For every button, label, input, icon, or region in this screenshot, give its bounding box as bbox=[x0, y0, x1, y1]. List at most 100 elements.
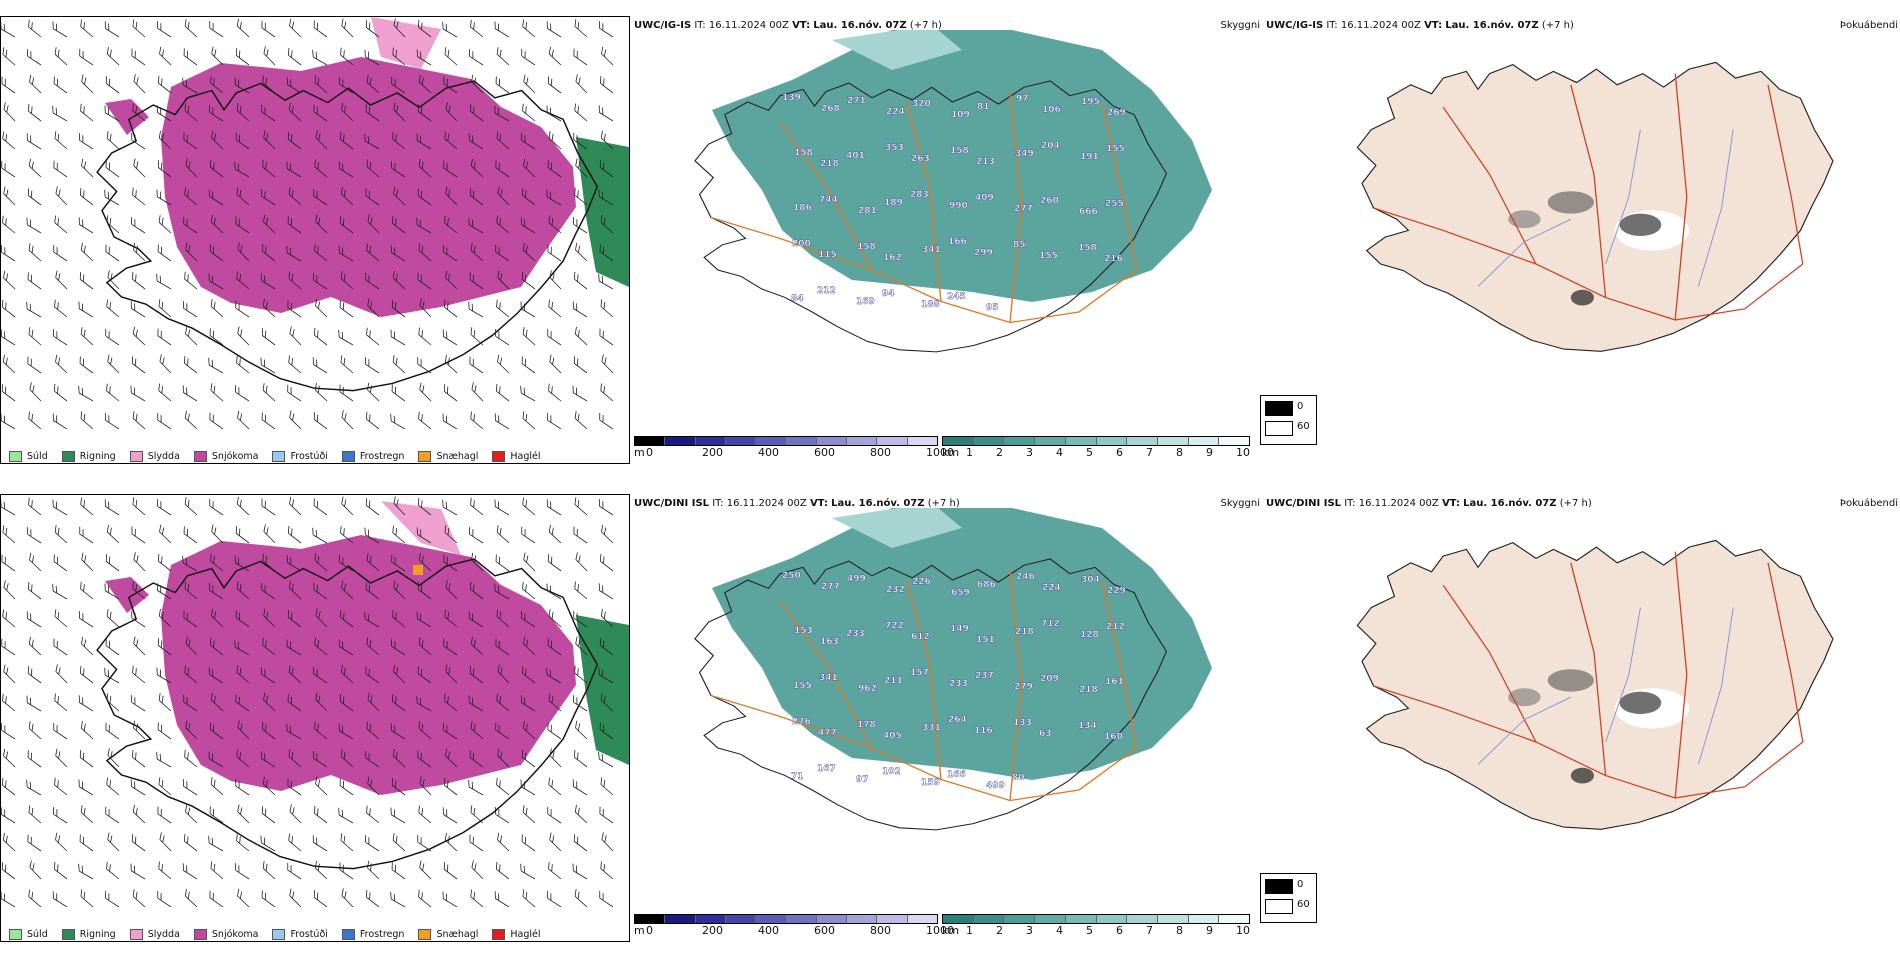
wind-barb bbox=[131, 526, 146, 544]
wind-barb bbox=[470, 805, 484, 824]
snow-pellet-area bbox=[413, 565, 423, 575]
wind-barb bbox=[106, 693, 120, 712]
wind-barb bbox=[29, 860, 42, 880]
wind-barb bbox=[367, 692, 380, 712]
wind-barb bbox=[599, 722, 614, 740]
wind-barb bbox=[28, 721, 42, 740]
sleet-area bbox=[381, 501, 461, 555]
land bbox=[1356, 539, 1834, 830]
wind-barb bbox=[184, 497, 198, 516]
legend-label: Súld bbox=[27, 928, 48, 940]
colorbar-tick: 0 bbox=[646, 446, 653, 459]
wind-barb bbox=[573, 217, 588, 234]
wind-barb bbox=[53, 638, 68, 656]
wind-barb bbox=[365, 835, 380, 852]
wind-barb bbox=[419, 382, 432, 402]
colorbar-tick: 200 bbox=[702, 446, 723, 459]
wind-barb bbox=[416, 217, 432, 234]
wind-barb bbox=[443, 160, 458, 178]
wind-barb bbox=[211, 130, 224, 150]
wind-barb bbox=[159, 832, 172, 852]
wind-barb bbox=[495, 554, 510, 572]
wind-barb bbox=[522, 581, 536, 600]
colorbar-unit: m bbox=[634, 446, 645, 459]
wind-barb bbox=[601, 832, 614, 852]
model-name: UWC/IG-IS bbox=[634, 20, 692, 31]
wind-barb bbox=[81, 552, 94, 572]
wind-barb bbox=[130, 863, 146, 880]
legend-swatch bbox=[193, 450, 207, 462]
wind-barb bbox=[365, 411, 380, 429]
wind-barb bbox=[549, 354, 562, 374]
wind-barb bbox=[365, 582, 380, 600]
wind-barb bbox=[469, 356, 484, 374]
fog-key-swatch bbox=[1265, 899, 1293, 914]
cloud-height-label: 224 bbox=[886, 107, 905, 117]
legend-label: Rigning bbox=[79, 928, 116, 940]
wind-barb bbox=[520, 863, 536, 880]
wind-barb bbox=[574, 19, 588, 38]
cloud-height-label: 158 bbox=[950, 146, 969, 156]
wind-barb bbox=[367, 382, 380, 402]
cloud-height-label: 246 bbox=[1016, 572, 1035, 582]
wind-barb bbox=[341, 888, 354, 907]
wind-barb bbox=[367, 298, 380, 318]
wind-barb bbox=[261, 498, 276, 516]
wind-barb bbox=[79, 356, 94, 374]
forecast-row: UWC/IG-IS IT: 16.11.2024 00Z VT: Lau. 16… bbox=[0, 0, 1900, 475]
cloud-height-label: 188 bbox=[921, 300, 940, 310]
wind-barb bbox=[29, 382, 42, 402]
legend-label: Frostúði bbox=[290, 450, 328, 462]
wind-barb bbox=[573, 749, 588, 768]
wind-barb bbox=[183, 355, 198, 374]
wind-barb bbox=[468, 779, 484, 796]
wind-barb bbox=[520, 695, 536, 712]
wind-barb bbox=[471, 860, 484, 880]
wind-barb bbox=[182, 385, 198, 402]
wind-barb bbox=[157, 806, 172, 824]
wind-barb bbox=[599, 638, 614, 656]
wind-barb bbox=[288, 749, 302, 768]
wind-barb bbox=[209, 722, 224, 740]
cloud-height-label: 233 bbox=[949, 679, 968, 689]
cloud-height-label: 304 bbox=[1081, 575, 1100, 585]
cloud-height-label: 166 bbox=[947, 770, 966, 780]
wind-barb bbox=[443, 723, 458, 740]
wind-barb bbox=[3, 748, 16, 768]
colorbar-tick: 4 bbox=[1056, 446, 1063, 459]
cloud-height-label: 158 bbox=[857, 242, 876, 252]
wind-barb bbox=[575, 552, 588, 572]
wind-barb bbox=[523, 158, 536, 178]
wind-barb bbox=[286, 161, 302, 178]
colorbar-tick: 600 bbox=[814, 446, 835, 459]
wind-barb bbox=[261, 20, 276, 38]
wind-barb bbox=[28, 805, 42, 824]
road-network bbox=[710, 569, 1138, 802]
cloud-height-label: 245 bbox=[947, 292, 966, 302]
wind-barb bbox=[494, 583, 510, 600]
wind-barb bbox=[184, 888, 198, 907]
wind-barb bbox=[235, 385, 250, 402]
wind-barb bbox=[78, 385, 94, 402]
wind-barb bbox=[340, 271, 354, 290]
wind-barb bbox=[1, 21, 16, 38]
low-visibility-area bbox=[712, 508, 1212, 780]
cloud-height-label: 116 bbox=[974, 726, 993, 736]
wind-barb bbox=[392, 748, 406, 768]
wind-barb bbox=[236, 665, 250, 684]
colorbar-strip bbox=[942, 436, 1250, 446]
wind-barb bbox=[237, 888, 250, 907]
fog-patch bbox=[1619, 213, 1662, 236]
lead-time: (+7 h) bbox=[1541, 20, 1574, 31]
wind-barb bbox=[289, 496, 302, 516]
wind-barb bbox=[78, 695, 94, 712]
wind-barb bbox=[470, 411, 484, 429]
precip-map bbox=[1, 496, 629, 907]
wind-barb bbox=[522, 19, 536, 38]
snow-area-west bbox=[105, 99, 149, 135]
wind-barb bbox=[496, 215, 510, 234]
colorbar-tick: 5 bbox=[1086, 924, 1093, 937]
wind-barb bbox=[2, 47, 16, 66]
wind-barb bbox=[287, 384, 302, 402]
wind-barb bbox=[546, 21, 562, 38]
